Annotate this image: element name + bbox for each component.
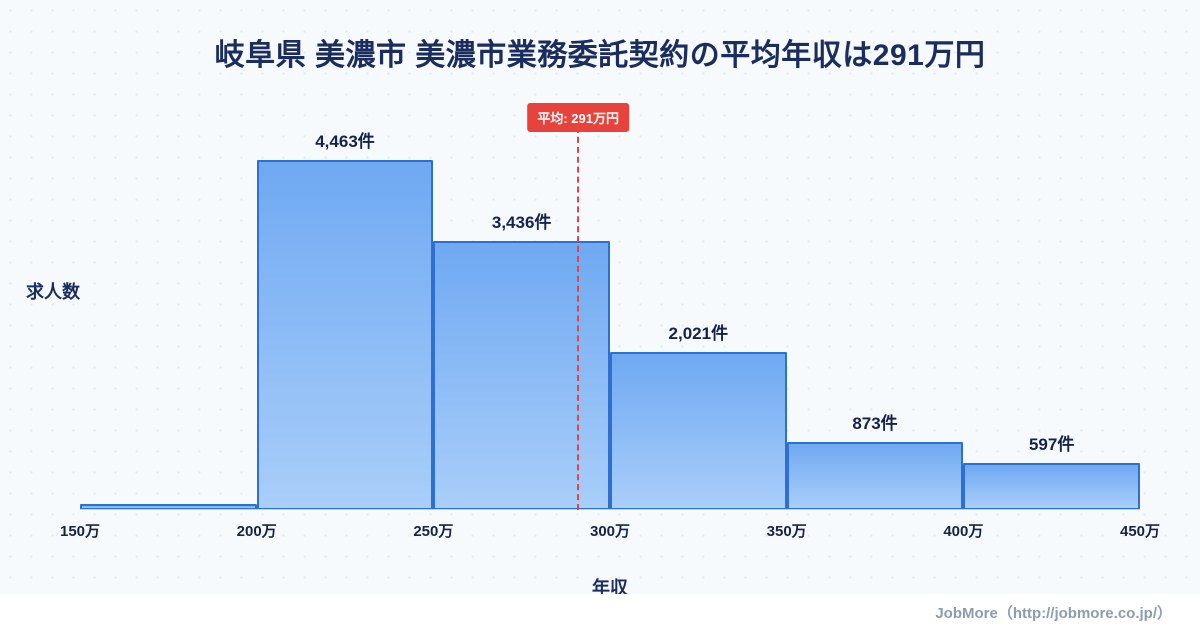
y-axis-label: 求人数	[26, 282, 80, 302]
histogram-bar	[433, 240, 610, 510]
x-tick-label: 300万	[589, 523, 631, 540]
x-axis-ticks: 150万 200万 250万 300万 350万 400万 450万	[60, 520, 1160, 542]
footer-credit: JobMore（http://jobmore.co.jp/）	[935, 604, 1172, 622]
histogram-bar	[786, 441, 964, 510]
x-axis-line	[80, 509, 1140, 510]
bar-value-label: 597件	[1028, 435, 1075, 455]
x-tick-label: 250万	[413, 523, 454, 540]
histogram-bar	[80, 503, 257, 510]
histogram-bar	[610, 351, 787, 510]
histogram-bar	[963, 463, 1140, 510]
bar-value-label: 2,021件	[668, 323, 729, 343]
bar-value-label: 4,463件	[315, 132, 375, 151]
bar-value-label: 3,436件	[491, 212, 552, 232]
footer-bar: JobMore（http://jobmore.co.jp/）	[0, 594, 1200, 630]
bar-value-label: 873件	[852, 413, 898, 433]
average-badge: 平均: 291万円	[527, 103, 630, 132]
average-line	[577, 127, 580, 510]
chart-title: 岐阜県 美濃市 美濃市業務委託契約の平均年収は291万円	[214, 39, 986, 72]
x-tick-label: 200万	[236, 523, 277, 540]
x-tick-label: 450万	[1119, 523, 1161, 540]
plot-area: 平均: 291万円 4,463件 3,436件 2,021件 873件 597件	[80, 103, 1140, 510]
x-axis-label: 年収	[592, 578, 628, 598]
x-tick-label: 400万	[943, 523, 984, 540]
x-tick-label: 350万	[766, 523, 807, 540]
x-tick-label: 150万	[59, 523, 101, 540]
histogram-bar	[256, 160, 434, 510]
